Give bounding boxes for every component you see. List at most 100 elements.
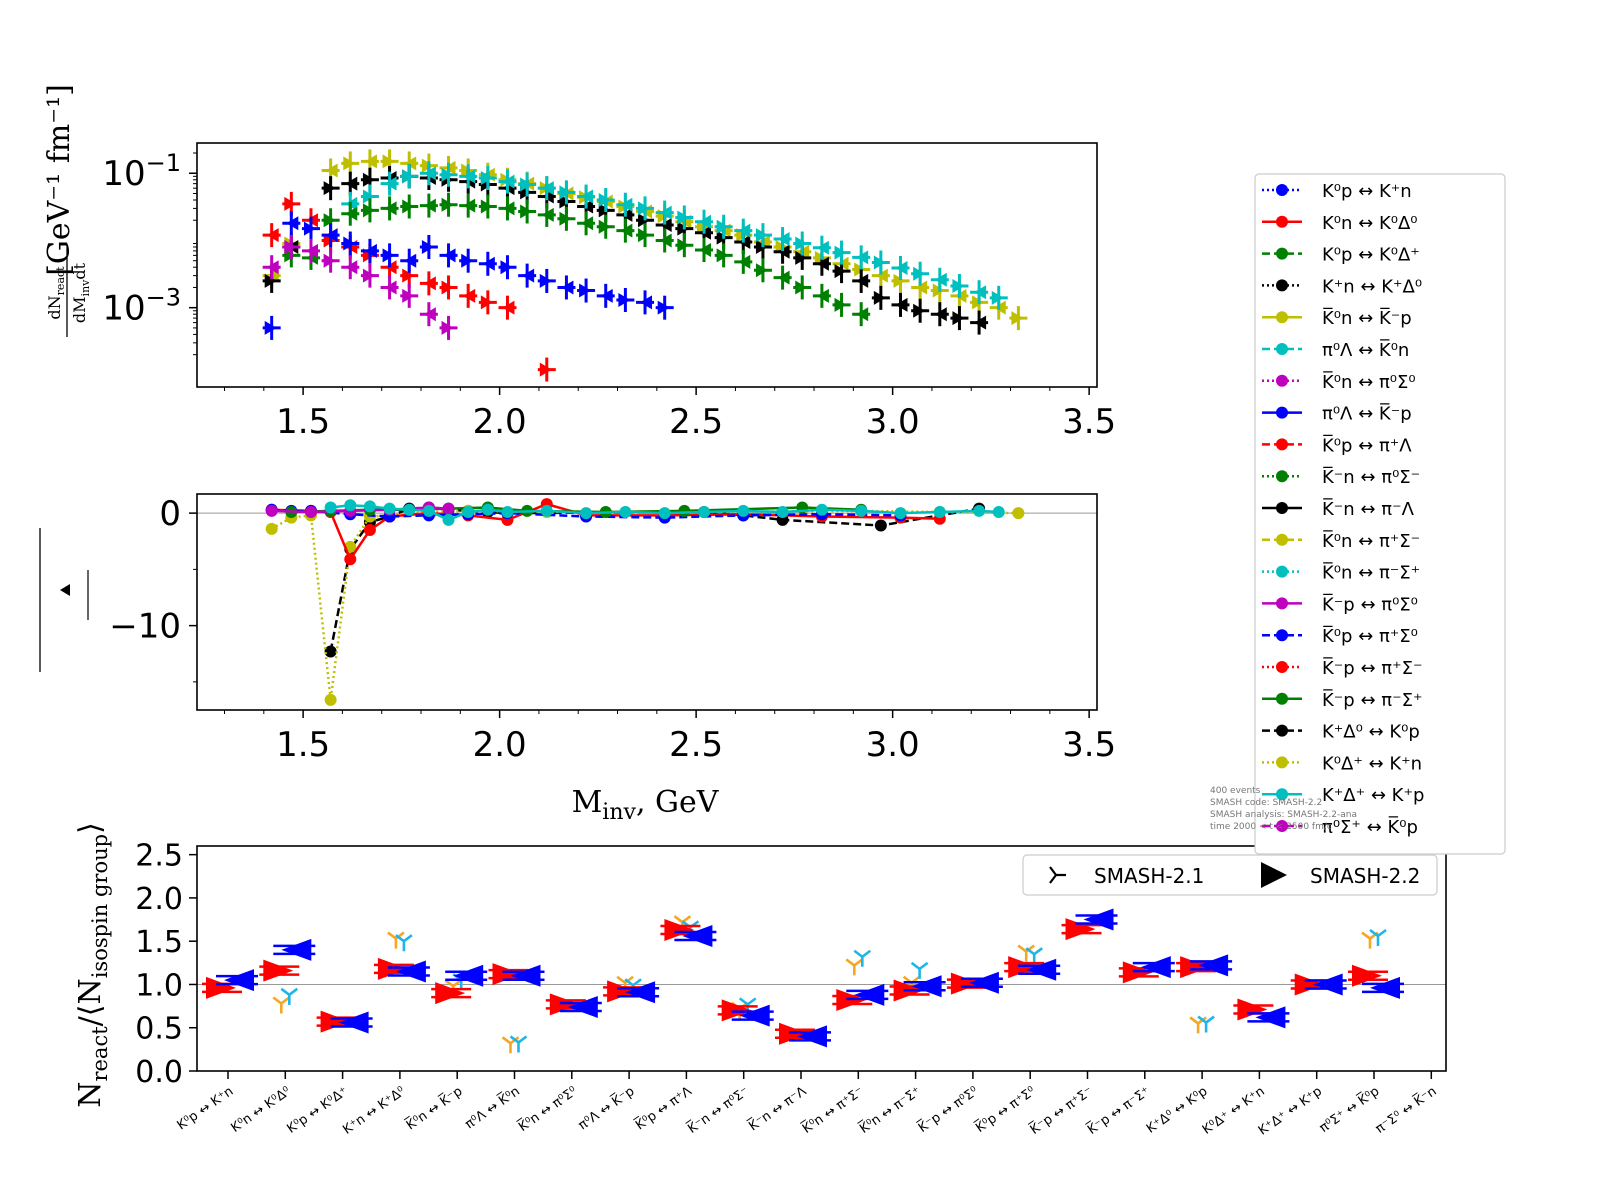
x-tick-label: 1.5	[276, 402, 330, 442]
data-point	[852, 268, 871, 293]
ylabel-den-tail: dt	[70, 262, 89, 279]
data-point	[737, 504, 750, 517]
category-label: K̅⁻p ↔ π⁻Σ⁺	[1084, 1083, 1153, 1138]
data-point	[616, 192, 635, 217]
data-point	[419, 234, 438, 259]
category-label: π⁻Σ⁰ ↔ K̅⁻n	[1372, 1083, 1439, 1137]
data-point	[400, 248, 419, 273]
legend-label-smash-2-2: SMASH-2.2	[1310, 864, 1420, 888]
legend-label: K̅⁻p ↔ π⁺Σ⁻	[1322, 657, 1422, 679]
legend-entry: K̅⁰p ↔ π⁺Λ	[1262, 434, 1412, 456]
panel-bottom-yticks: 0.0 0.5 1.0 1.5 2.0 2.5	[135, 839, 197, 1090]
data-point	[616, 218, 635, 243]
data-point	[301, 216, 320, 241]
data-point	[596, 214, 615, 239]
data-point	[636, 196, 655, 221]
panel-middle: 1.5 2.0 2.5 3.0 3.5 0 −10 Minv, GeV	[39, 493, 1116, 825]
panel-top-ylabel: dNreact dMinvdt [GeV⁻¹ fm⁻¹]	[42, 84, 92, 337]
category-label: K⁺n ↔ K⁺Δ⁰	[340, 1084, 408, 1138]
data-point	[363, 500, 376, 513]
x-tick-label: 3.0	[866, 402, 920, 442]
data-point	[459, 164, 478, 189]
x-tick-label: 3.5	[1062, 402, 1116, 442]
category-label: K̅⁻p ↔ π⁰Σ⁰	[915, 1083, 981, 1136]
legend-label: K⁰n ↔ K⁰Δ⁰	[1322, 213, 1418, 234]
data-point	[815, 503, 828, 516]
legend-label: π⁰Σ⁺ ↔ K̅⁰p	[1322, 816, 1418, 838]
data-point	[678, 504, 691, 517]
note-code: SMASH code: SMASH-2.2	[1210, 798, 1322, 808]
y-tick-label: 2.5	[135, 839, 183, 874]
smash-2-2-marker	[789, 1025, 831, 1048]
ylabel-units: [GeV⁻¹ fm⁻¹]	[42, 84, 77, 276]
data-point	[658, 507, 671, 520]
legend-entry: K⁺Δ⁰ ↔ K⁰p	[1262, 722, 1420, 743]
note-analysis: SMASH analysis: SMASH-2.2-ana	[1210, 810, 1357, 820]
smash-2-2-marker	[960, 971, 1003, 994]
category-label: K̅⁰n ↔ π⁰Σ⁰	[515, 1083, 580, 1135]
series-line	[271, 509, 1019, 701]
y-tick-label: 0.0	[135, 1055, 183, 1090]
smash-2-1-marker	[272, 996, 291, 1014]
data-point	[360, 238, 379, 263]
data-point	[793, 275, 812, 300]
data-point	[871, 285, 890, 310]
x-tick-label: 3.0	[866, 725, 920, 765]
smash-2-1-marker	[280, 987, 299, 1005]
svg-text:dMinvdt: dMinvdt	[70, 262, 92, 323]
data-point	[304, 506, 317, 518]
legend-label: K̅⁰p ↔ π⁺Σ⁰	[1322, 625, 1418, 647]
data-point	[894, 507, 907, 520]
legend-entry: K⁰p ↔ K⁺n	[1262, 181, 1412, 202]
legend-entry: K⁰Δ⁺ ↔ K⁺n	[1262, 753, 1422, 774]
smash-2-1-marker	[853, 949, 872, 967]
data-point	[970, 310, 989, 335]
panel-top-xticks: 1.5 2.0 2.5 3.0 3.5	[224, 387, 1116, 442]
legend-label: K̅⁰n ↔ π⁻Σ⁺	[1322, 561, 1420, 583]
data-point	[537, 176, 556, 201]
data-point	[439, 315, 458, 340]
data-point	[439, 162, 458, 187]
legend-label: K̅⁰n ↔ π⁺Σ⁻	[1322, 530, 1420, 552]
smash-2-2-marker	[1061, 918, 1102, 941]
data-point	[636, 223, 655, 248]
data-point	[891, 255, 910, 280]
data-point	[714, 214, 733, 239]
legend-label: K⁺Δ⁰ ↔ K⁰p	[1322, 722, 1420, 743]
data-point	[537, 357, 556, 382]
legend-label: K̅⁰p ↔ π⁺Λ	[1322, 434, 1412, 456]
y-tick-label: 2.0	[135, 882, 183, 917]
panel-bottom-ylabel: Nreact/⟨Nisospin group⟩	[73, 822, 112, 1108]
svg-text:dNreact: dNreact	[45, 266, 67, 320]
data-point	[619, 506, 632, 518]
data-point	[498, 196, 517, 221]
data-point	[400, 283, 419, 308]
y-tick-label: 0	[159, 494, 181, 534]
data-point	[341, 255, 360, 280]
data-point	[1009, 306, 1028, 331]
panel-middle-data	[265, 498, 1025, 706]
data-point	[324, 693, 337, 706]
legend-entry: π⁰Σ⁺ ↔ K̅⁰p	[1262, 816, 1418, 838]
panel-bottom-data	[202, 908, 1404, 1054]
note-events: 400 events	[1210, 786, 1261, 796]
smash-2-2-marker	[431, 982, 472, 1005]
data-point	[852, 302, 871, 327]
category-label: K̅⁻n ↔ π⁻Λ	[746, 1083, 810, 1135]
smash-2-2-marker	[387, 960, 430, 983]
panel-middle-xticks: 1.5 2.0 2.5 3.0 3.5	[224, 710, 1116, 765]
data-point	[694, 209, 713, 234]
y-tick-label: 10−1	[102, 149, 181, 194]
smash-2-1-marker	[1025, 947, 1043, 965]
data-point	[812, 283, 831, 308]
smash-2-2-marker	[731, 1004, 774, 1027]
data-point	[577, 211, 596, 236]
data-point	[262, 223, 281, 248]
panel-middle-frame	[196, 493, 1098, 711]
smash-2-1-marker	[910, 961, 929, 979]
data-point	[874, 519, 887, 532]
data-point	[419, 193, 438, 218]
data-point	[636, 290, 655, 315]
data-point	[481, 503, 494, 516]
